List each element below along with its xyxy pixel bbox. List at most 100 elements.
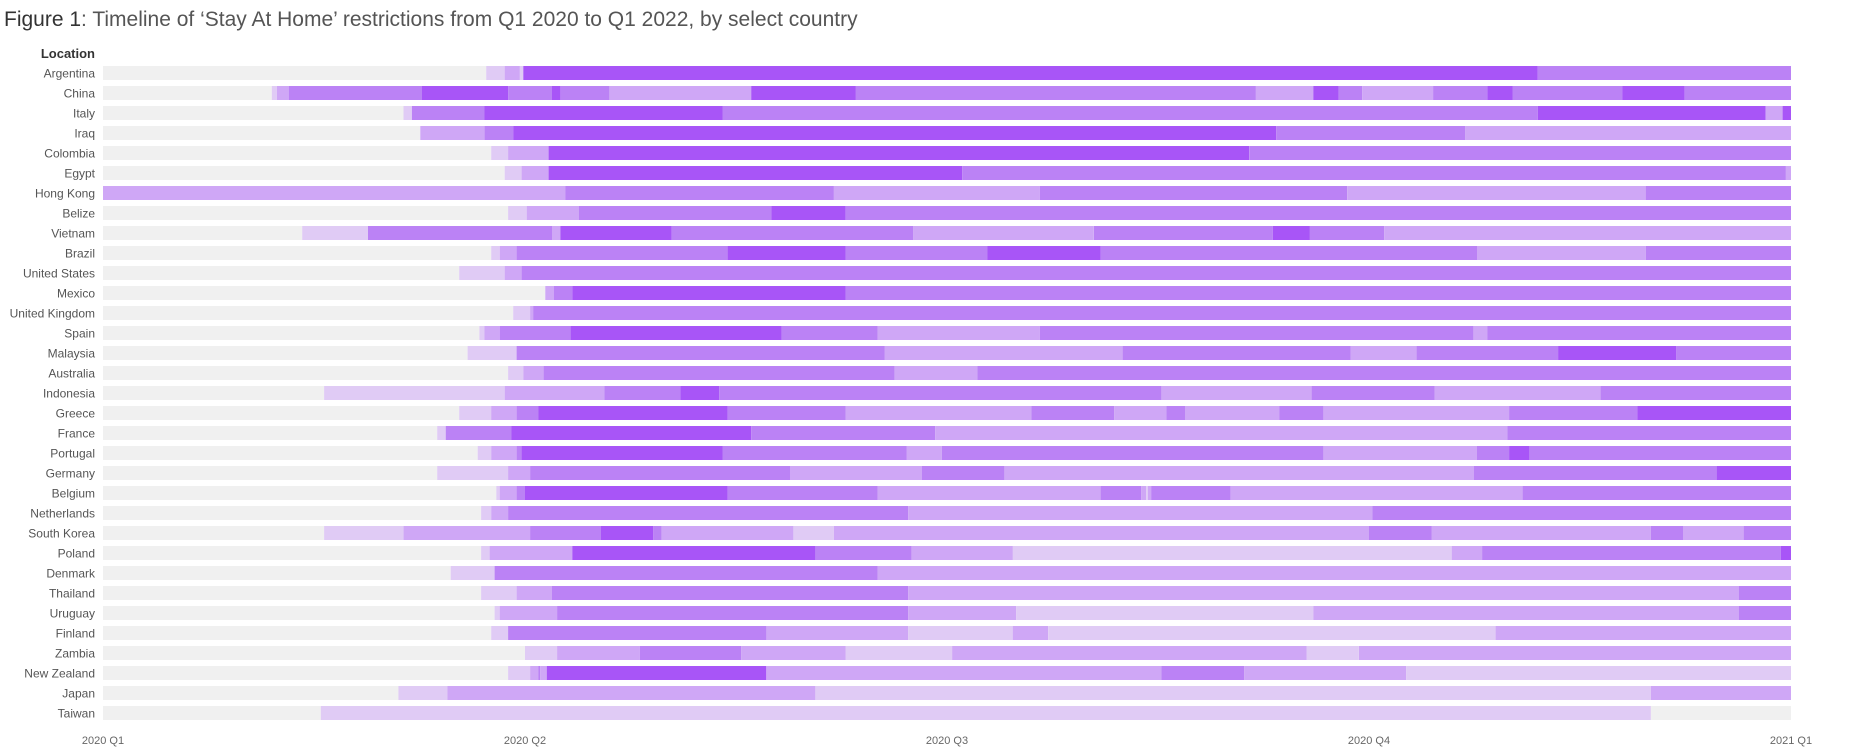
restriction-segment [1676, 346, 1791, 360]
country-row: Uruguay [50, 606, 1791, 621]
restriction-segment [103, 206, 509, 220]
restriction-segment [320, 706, 1651, 720]
country-label: Vietnam [51, 227, 95, 241]
restriction-segment [103, 666, 509, 680]
restriction-segment [504, 66, 520, 80]
country-label: Japan [62, 687, 95, 701]
restriction-segment [913, 226, 1094, 240]
restriction-segment [499, 486, 517, 500]
restriction-segment [103, 66, 487, 80]
country-row: Germany [46, 466, 1791, 481]
restriction-segment [1558, 346, 1677, 360]
country-label: Taiwan [58, 707, 95, 721]
restriction-segment [1738, 586, 1791, 600]
restriction-segment [533, 306, 1791, 320]
restriction-segment [1100, 246, 1477, 260]
restriction-segment [560, 86, 610, 100]
country-row: Mexico [57, 286, 1791, 301]
restriction-segment [1004, 466, 1474, 480]
restriction-segment [508, 86, 552, 100]
restriction-segment [1487, 326, 1791, 340]
restriction-segment [815, 546, 912, 560]
restriction-segment [516, 246, 728, 260]
restriction-segment [484, 126, 514, 140]
restriction-segment [538, 666, 541, 680]
restriction-segment [894, 366, 978, 380]
country-row: Hong Kong [35, 186, 1791, 201]
restriction-segment [1529, 446, 1791, 460]
restriction-segment [519, 66, 524, 80]
restriction-segment [521, 446, 723, 460]
restriction-segment [1600, 386, 1791, 400]
restriction-segment [1313, 606, 1739, 620]
restriction-segment [516, 346, 885, 360]
restriction-segment [552, 86, 561, 100]
restriction-segment [1650, 526, 1683, 540]
restriction-segment [1311, 386, 1435, 400]
restriction-segment [1031, 406, 1115, 420]
restriction-segment [103, 226, 303, 240]
restriction-segment [601, 526, 654, 540]
restriction-segment [1650, 706, 1791, 720]
restriction-segment [1509, 446, 1530, 460]
restriction-segment [1473, 466, 1717, 480]
restriction-segment [1100, 486, 1142, 500]
restriction-segment [103, 626, 492, 640]
country-row: New Zealand [24, 666, 1791, 681]
restriction-segment [1122, 346, 1351, 360]
restriction-segment [579, 206, 772, 220]
restriction-segment [103, 706, 321, 720]
restriction-segment [771, 206, 846, 220]
restriction-segment [1306, 646, 1359, 660]
restriction-segment [459, 266, 505, 280]
x-tick-label: 2020 Q3 [926, 735, 968, 747]
restriction-segment [398, 686, 448, 700]
restriction-segment [1146, 486, 1148, 500]
restriction-segment [741, 646, 846, 660]
restriction-segment [1230, 486, 1523, 500]
restriction-segment [1780, 546, 1791, 560]
x-tick-label: 2021 Q1 [1770, 735, 1812, 747]
restriction-segment [727, 406, 846, 420]
restriction-segment [479, 326, 485, 340]
country-label: Hong Kong [35, 187, 95, 201]
restriction-segment [911, 546, 1013, 560]
restriction-segment [516, 586, 552, 600]
restriction-segment [545, 286, 554, 300]
restriction-segment [103, 366, 509, 380]
restriction-segment [565, 186, 834, 200]
country-label: Australia [48, 367, 95, 381]
country-label: Finland [56, 627, 95, 641]
restriction-segment [324, 386, 505, 400]
restriction-segment [906, 446, 942, 460]
restriction-segment [521, 166, 549, 180]
restriction-segment [908, 506, 1373, 520]
restriction-segment [1765, 106, 1783, 120]
restriction-segment [324, 526, 404, 540]
restriction-segment [1683, 526, 1744, 540]
restriction-segment [445, 426, 512, 440]
country-row: United Kingdom [10, 306, 1791, 321]
country-row: Italy [73, 106, 1791, 121]
restriction-segment [908, 586, 1739, 600]
restriction-segment [1738, 606, 1791, 620]
restriction-segment [1141, 486, 1147, 500]
country-label: Brazil [65, 247, 95, 261]
restriction-segment [572, 286, 846, 300]
restriction-segment [103, 406, 460, 420]
country-label: Belgium [52, 487, 95, 501]
restriction-segment [103, 246, 492, 260]
country-row: Iraq [74, 126, 1791, 141]
restriction-segment [845, 406, 1032, 420]
restriction-segment [766, 666, 1162, 680]
country-row: Indonesia [43, 386, 1791, 401]
restriction-segment [516, 446, 522, 460]
country-row: Malaysia [48, 346, 1791, 361]
restriction-segment [1473, 326, 1488, 340]
country-label: Indonesia [43, 387, 95, 401]
restriction-segment [1716, 466, 1791, 480]
restriction-segment [1477, 246, 1646, 260]
restriction-segment [523, 366, 544, 380]
restriction-segment [103, 546, 482, 560]
country-label: Zambia [55, 647, 95, 661]
